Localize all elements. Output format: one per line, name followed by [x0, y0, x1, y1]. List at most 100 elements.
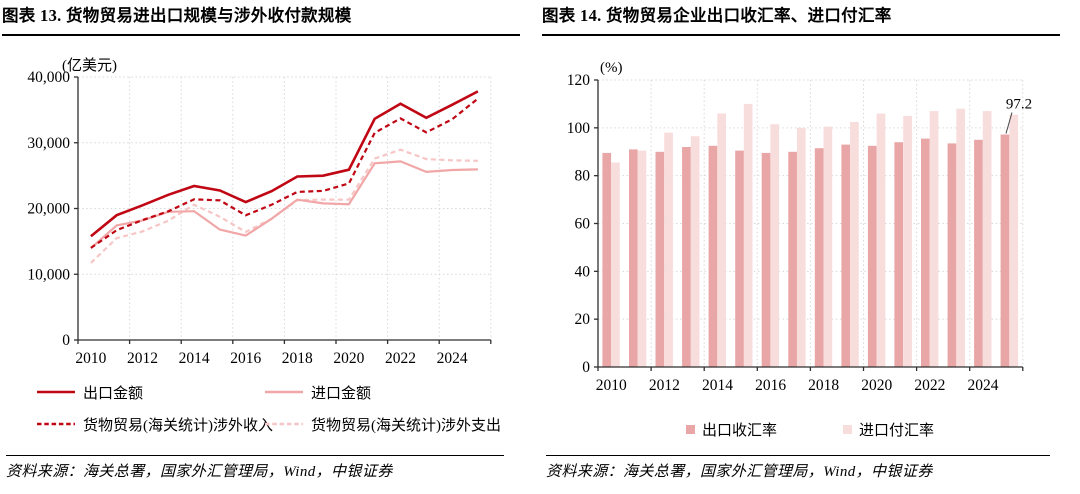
svg-text:30,000: 30,000 — [27, 135, 70, 152]
bar-import-payment-ratio-2019 — [850, 121, 859, 368]
bar-export-receipt-ratio-2010 — [602, 152, 612, 367]
bar-import-payment-ratio-2017 — [796, 127, 806, 367]
legend-item-bop-receipts: 货物贸易(海关统计)涉外收入 — [36, 415, 273, 434]
bar-annotation: 97.2 — [1005, 97, 1032, 134]
svg-text:80: 80 — [575, 168, 591, 185]
svg-text:(%): (%) — [600, 60, 623, 76]
bar-groups — [602, 103, 1019, 368]
legend-label: 出口收汇率 — [701, 422, 777, 439]
figure-14-title: 图表 14. 货物贸易企业出口收汇率、进口付汇率 — [542, 5, 1060, 36]
panel-figure-13: 图表 13. 货物贸易进出口规模与涉外收付款规模 0 10,000 20,000 30… — [2, 5, 520, 480]
svg-text:20,000: 20,000 — [27, 201, 70, 218]
legend-square-light-pink — [843, 424, 852, 434]
bar-export-receipt-ratio-2023 — [947, 143, 957, 367]
bar-import-payment-ratio-2016 — [770, 124, 780, 367]
bar-import-payment-ratio-2010 — [611, 162, 620, 367]
bar-export-receipt-ratio-2024 — [974, 139, 983, 367]
svg-text:2018: 2018 — [808, 377, 839, 394]
figure-13-source: 资料来源：海关总署，国家外汇管理局，Wind，中银证券 — [6, 464, 393, 480]
svg-text:2012: 2012 — [127, 350, 158, 367]
bar-export-receipt-ratio-2016 — [761, 152, 771, 367]
source-divider — [6, 455, 504, 456]
goods-trade-scale-line-chart: 0 10,000 20,000 30,000 40,000 2010 2012 2014 201… — [27, 57, 492, 367]
legend-label: 货物贸易(海关统计)涉外支出 — [311, 417, 501, 434]
svg-text:2012: 2012 — [649, 377, 680, 394]
bar-export-receipt-ratio-2015 — [735, 150, 744, 367]
bar-export-receipt-ratio-2025 — [1000, 134, 1010, 367]
bar-export-receipt-ratio-2011 — [629, 149, 638, 367]
bar-export-receipt-ratio-2021 — [894, 142, 904, 367]
bar-import-payment-ratio-2013 — [690, 136, 700, 367]
svg-text:2018: 2018 — [282, 350, 313, 367]
bar-export-receipt-ratio-2018 — [814, 148, 824, 367]
bar-import-payment-ratio-2024 — [982, 111, 992, 367]
legend-square-dark-pink — [685, 424, 695, 434]
bar-export-receipt-ratio-2012 — [655, 151, 665, 368]
svg-text:2022: 2022 — [914, 377, 945, 394]
figure-14-legend: 出口收汇率 进口付汇率 — [540, 420, 1080, 439]
bar-import-payment-ratio-2015 — [743, 103, 753, 368]
bar-export-receipt-ratio-2013 — [682, 147, 691, 367]
axes — [594, 79, 1024, 371]
legend-line-sample-dashed-dark — [37, 422, 75, 426]
panel-figure-14: 图表 14. 货物贸易企业出口收汇率、进口付汇率 0 20 40 60 80 100 120… — [540, 0, 1080, 494]
svg-text:2016: 2016 — [230, 350, 261, 367]
svg-text:0: 0 — [62, 332, 70, 349]
svg-text:2010: 2010 — [596, 377, 627, 394]
bar-export-receipt-ratio-2022 — [921, 138, 930, 367]
legend-line-sample-solid-dark — [37, 390, 75, 394]
svg-text:(亿美元): (亿美元) — [62, 57, 117, 74]
svg-text:97.2: 97.2 — [1006, 97, 1032, 113]
figure-13-title: 图表 13. 货物贸易进出口规模与涉外收付款规模 — [2, 5, 520, 36]
bar-import-payment-ratio-2021 — [903, 115, 912, 368]
source-divider — [546, 455, 1050, 456]
bar-import-payment-ratio-2011 — [637, 150, 647, 367]
line-export-amount — [90, 90, 479, 238]
bar-export-receipt-ratio-2014 — [708, 145, 718, 367]
svg-text:2014: 2014 — [702, 377, 733, 394]
bar-import-payment-ratio-2025 — [1009, 114, 1019, 367]
legend-line-sample-dashed-pink — [265, 422, 303, 426]
svg-text:40: 40 — [575, 263, 591, 280]
line-series — [90, 90, 479, 264]
svg-text:40,000: 40,000 — [27, 69, 70, 86]
bar-export-receipt-ratio-2019 — [841, 144, 851, 367]
svg-text:0: 0 — [582, 359, 590, 376]
legend-item-import-amount: 进口金额 — [264, 383, 501, 402]
svg-text:120: 120 — [567, 72, 591, 89]
bar-import-payment-ratio-2022 — [929, 111, 939, 367]
bar-import-payment-ratio-2020 — [876, 113, 886, 367]
legend-label: 进口金额 — [311, 385, 372, 402]
svg-text:2022: 2022 — [385, 350, 416, 367]
svg-text:2016: 2016 — [755, 377, 786, 394]
legend-label: 进口付汇率 — [859, 422, 935, 439]
bar-import-payment-ratio-2023 — [956, 108, 965, 367]
figure-13-legend: 出口金额 进口金额 货物贸易(海关统计)涉外收入 货物贸易(海关统计)涉外支出 — [36, 383, 501, 434]
svg-text:2020: 2020 — [333, 350, 364, 367]
svg-text:2010: 2010 — [75, 350, 106, 367]
bar-import-payment-ratio-2014 — [717, 113, 726, 367]
bar-import-payment-ratio-2012 — [664, 132, 673, 367]
bar-export-receipt-ratio-2020 — [867, 145, 877, 367]
legend-label: 出口金额 — [83, 385, 144, 402]
legend-item-export-amount: 出口金额 — [36, 383, 264, 402]
fx-settlement-ratio-bar-chart: 0 20 40 60 80 100 120 2010 2012 2014 2016 2018 2020 2… — [567, 60, 1032, 394]
line-bop-goods-receipts — [90, 97, 479, 249]
svg-text:60: 60 — [575, 216, 591, 233]
legend-item-import-payment-ratio: 进口付汇率 — [843, 420, 935, 439]
svg-text:2020: 2020 — [861, 377, 892, 394]
svg-text:2014: 2014 — [179, 350, 210, 367]
svg-text:20: 20 — [575, 311, 591, 328]
legend-line-sample-solid-pink — [265, 390, 303, 394]
figure-14-source: 资料来源：海关总署，国家外汇管理局，Wind，中银证券 — [546, 464, 933, 480]
legend-item-bop-payments: 货物贸易(海关统计)涉外支出 — [264, 415, 501, 434]
bar-import-payment-ratio-2018 — [823, 126, 833, 367]
legend-label: 货物贸易(海关统计)涉外收入 — [83, 417, 273, 434]
bar-export-receipt-ratio-2017 — [788, 151, 797, 368]
legend-item-export-receipt-ratio: 出口收汇率 — [685, 420, 777, 439]
svg-text:100: 100 — [567, 120, 591, 137]
svg-text:2024: 2024 — [967, 377, 998, 394]
svg-text:2024: 2024 — [437, 350, 468, 367]
svg-text:10,000: 10,000 — [27, 266, 70, 283]
